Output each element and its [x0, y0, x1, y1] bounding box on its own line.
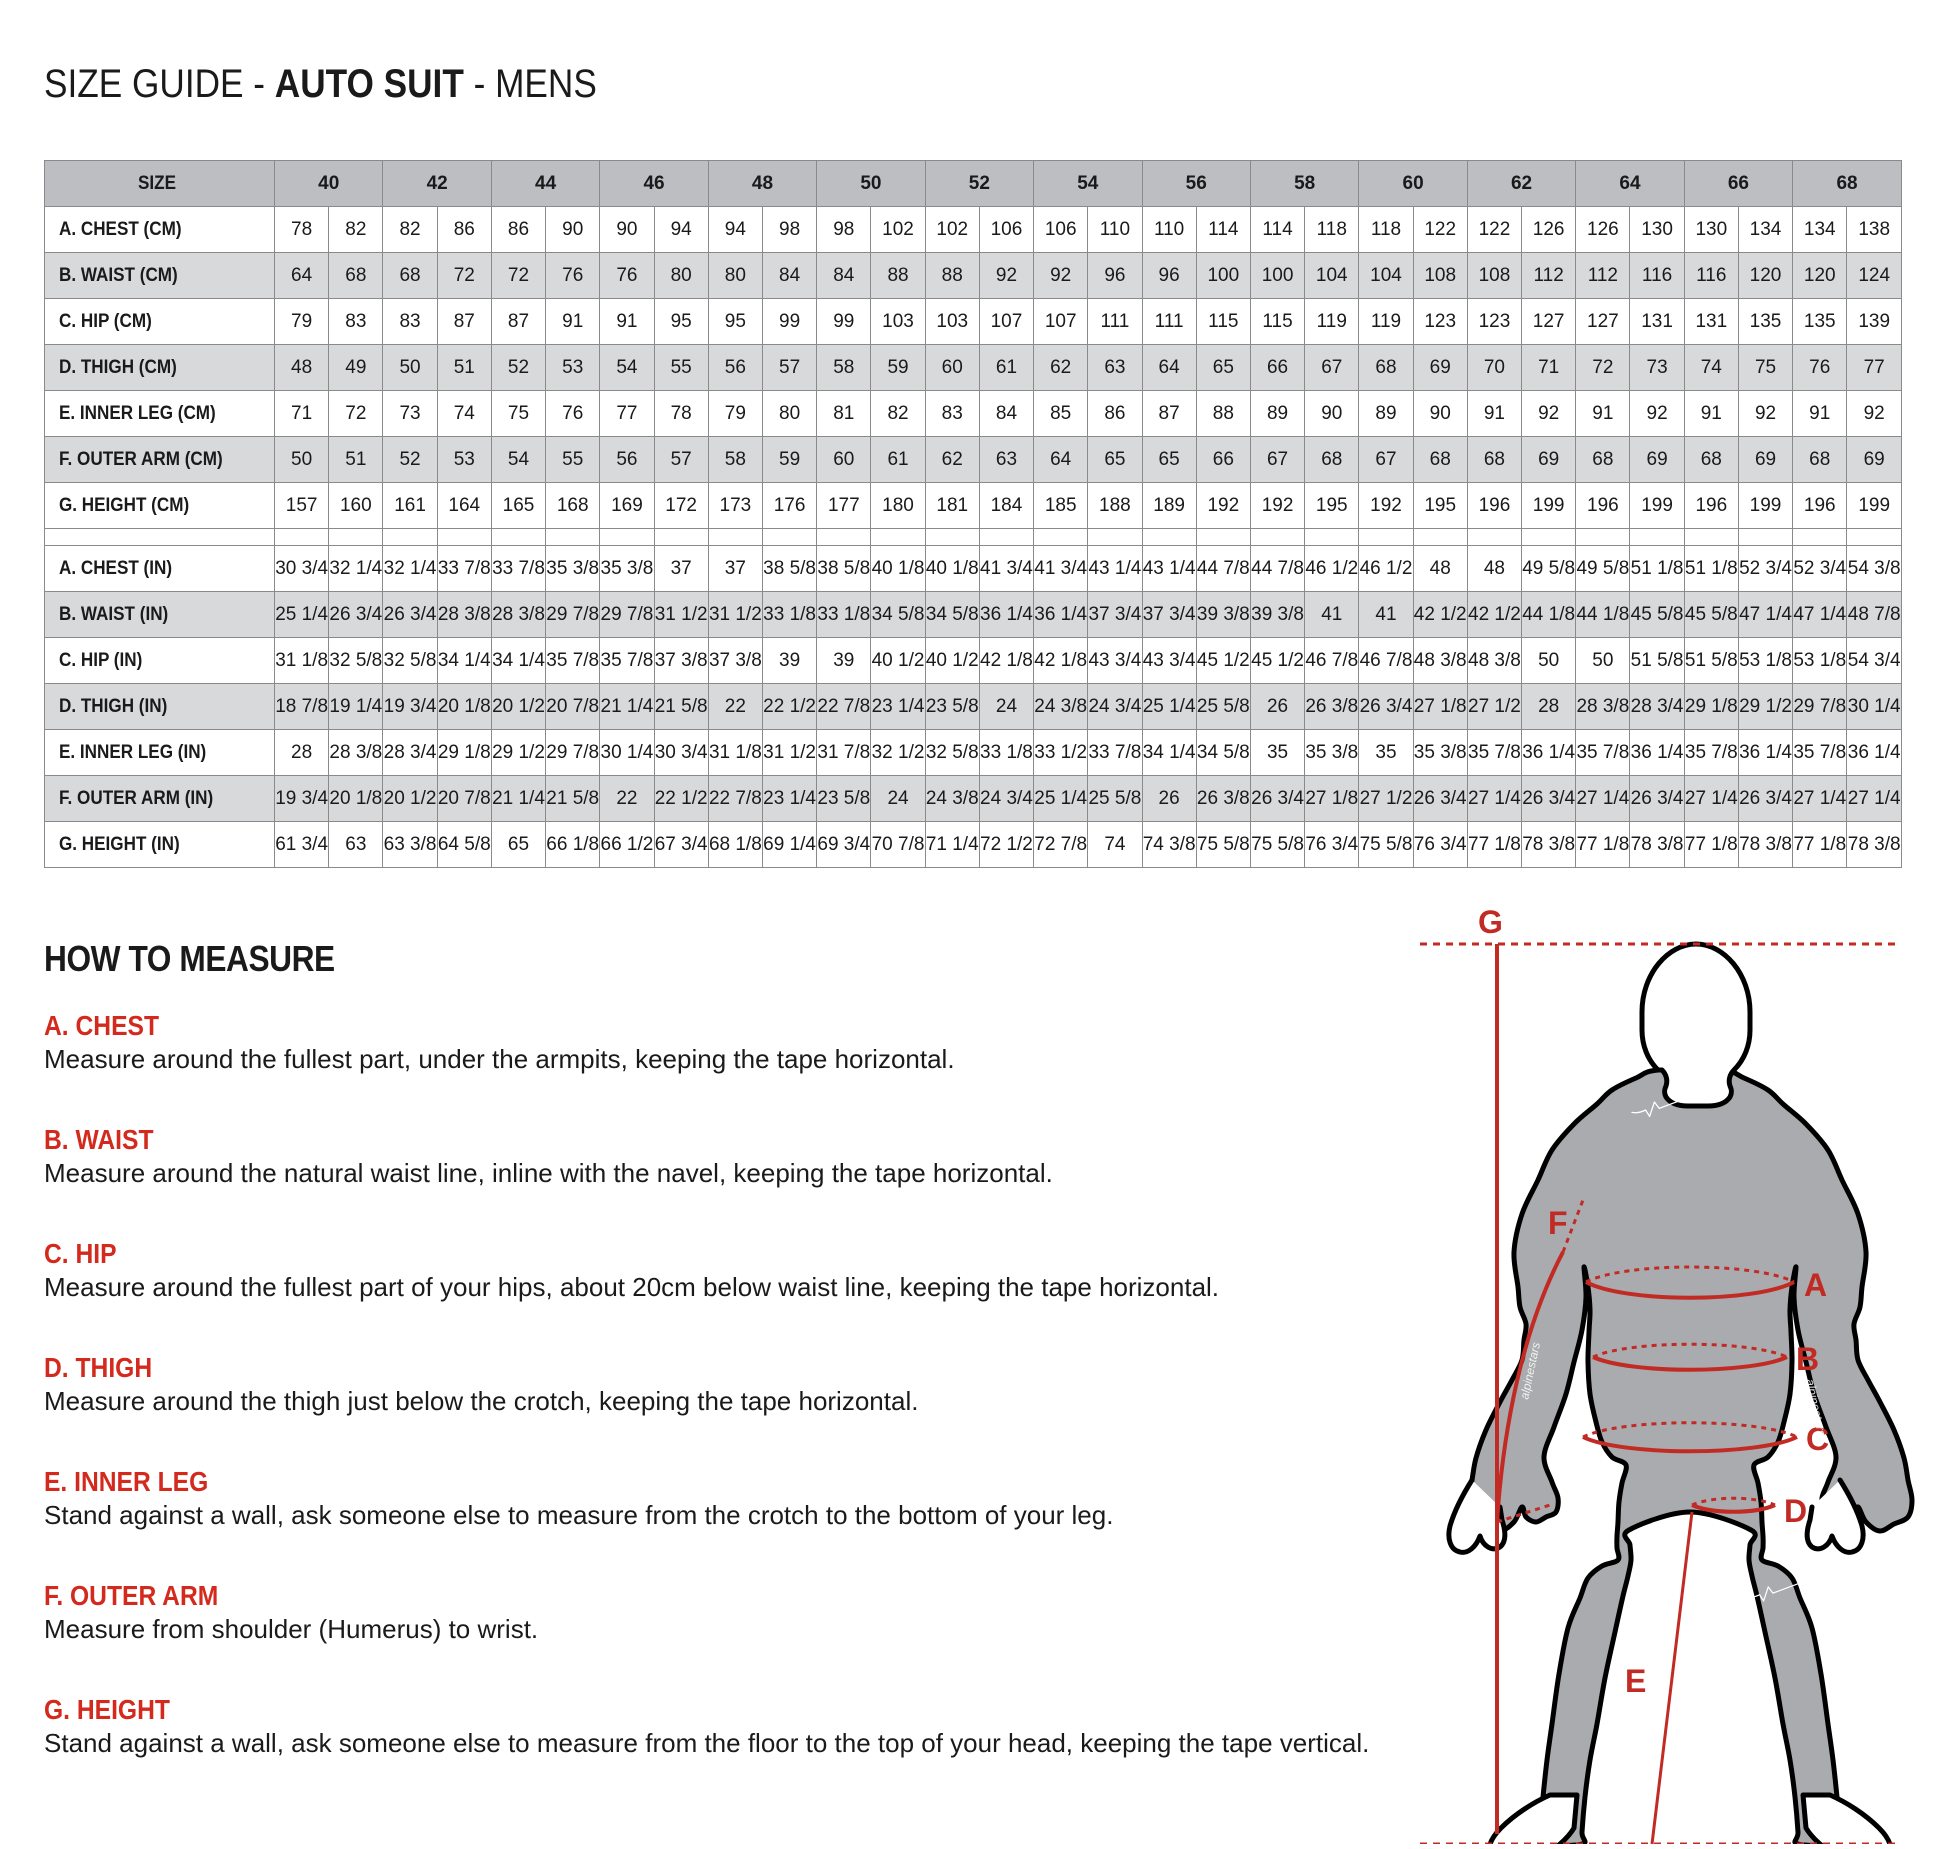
svg-text:B: B: [1796, 1341, 1819, 1377]
svg-text:F: F: [1548, 1205, 1568, 1241]
svg-text:G: G: [1478, 904, 1503, 940]
svg-text:A: A: [1804, 1267, 1827, 1303]
svg-text:E: E: [1625, 1663, 1646, 1699]
svg-text:D: D: [1784, 1493, 1807, 1529]
